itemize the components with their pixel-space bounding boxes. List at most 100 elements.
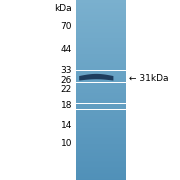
Bar <box>76 108 126 109</box>
Bar <box>76 60 126 62</box>
Bar <box>76 8 126 9</box>
Bar <box>76 40 126 42</box>
Bar <box>76 170 126 171</box>
Bar <box>76 51 126 53</box>
Bar <box>76 148 126 150</box>
Bar <box>76 161 126 162</box>
Bar <box>76 54 126 55</box>
Bar <box>76 55 126 57</box>
Bar <box>76 140 126 141</box>
Bar <box>76 24 126 26</box>
Bar <box>76 129 126 130</box>
Bar <box>76 107 126 108</box>
Bar <box>76 132 126 134</box>
Bar <box>76 19 126 21</box>
Bar <box>76 45 126 46</box>
Bar <box>76 127 126 129</box>
Bar <box>76 94 126 96</box>
Bar <box>76 27 126 28</box>
Bar <box>76 105 126 107</box>
Bar <box>76 141 126 143</box>
Bar <box>76 176 126 177</box>
Bar <box>76 10 126 12</box>
Bar <box>76 15 126 17</box>
Bar <box>76 125 126 126</box>
Bar <box>76 62 126 63</box>
Bar <box>76 33 126 35</box>
Bar <box>76 136 126 138</box>
Bar <box>76 76 126 78</box>
Text: 70: 70 <box>60 22 72 31</box>
Bar <box>76 99 126 100</box>
Bar <box>76 143 126 144</box>
Text: 22: 22 <box>61 86 72 94</box>
Bar <box>76 28 126 30</box>
Bar <box>76 138 126 140</box>
Bar <box>76 84 126 86</box>
Bar <box>76 21 126 22</box>
Bar <box>76 22 126 24</box>
Bar <box>76 64 126 66</box>
Bar <box>76 102 126 103</box>
Bar <box>76 145 126 147</box>
Bar <box>76 144 126 145</box>
Bar <box>76 134 126 135</box>
Text: ← 31kDa: ← 31kDa <box>129 74 168 83</box>
Bar <box>76 111 126 112</box>
Bar <box>76 177 126 179</box>
Bar <box>76 100 126 102</box>
Bar <box>76 78 126 80</box>
Bar <box>76 147 126 148</box>
Bar <box>76 86 126 87</box>
Bar <box>76 71 126 72</box>
Bar <box>76 87 126 89</box>
Bar <box>76 171 126 172</box>
Text: 26: 26 <box>61 76 72 85</box>
Bar <box>76 112 126 114</box>
Bar <box>76 53 126 54</box>
Polygon shape <box>79 74 113 81</box>
Bar <box>76 42 126 44</box>
Bar <box>76 165 126 166</box>
Text: 18: 18 <box>60 101 72 110</box>
Bar <box>76 30 126 32</box>
Bar <box>76 73 126 75</box>
Bar <box>76 89 126 90</box>
Bar <box>76 9 126 10</box>
Bar <box>76 4 126 6</box>
Bar <box>76 154 126 156</box>
Bar <box>76 156 126 158</box>
Bar <box>76 158 126 159</box>
Bar <box>76 114 126 116</box>
Bar <box>76 17 126 18</box>
Bar <box>76 1 126 3</box>
Bar <box>76 75 126 76</box>
Text: kDa: kDa <box>54 4 72 13</box>
Bar <box>76 14 126 15</box>
Bar <box>76 179 126 180</box>
Bar <box>76 159 126 161</box>
Bar <box>76 58 126 60</box>
Bar <box>76 96 126 98</box>
Bar <box>76 126 126 127</box>
Bar <box>76 39 126 40</box>
Bar <box>76 153 126 154</box>
Bar <box>76 82 126 84</box>
Bar <box>76 44 126 45</box>
Bar <box>76 135 126 136</box>
Bar <box>76 103 126 105</box>
Text: 33: 33 <box>60 66 72 75</box>
Bar <box>76 172 126 174</box>
Bar <box>76 98 126 99</box>
Bar <box>76 166 126 168</box>
Bar <box>76 46 126 48</box>
Bar <box>76 26 126 27</box>
Bar <box>76 109 126 111</box>
Bar <box>76 69 126 71</box>
Bar <box>76 37 126 39</box>
Bar <box>76 66 126 68</box>
Text: 10: 10 <box>60 139 72 148</box>
Text: 14: 14 <box>61 122 72 130</box>
Bar <box>76 118 126 120</box>
Bar <box>76 90 126 91</box>
